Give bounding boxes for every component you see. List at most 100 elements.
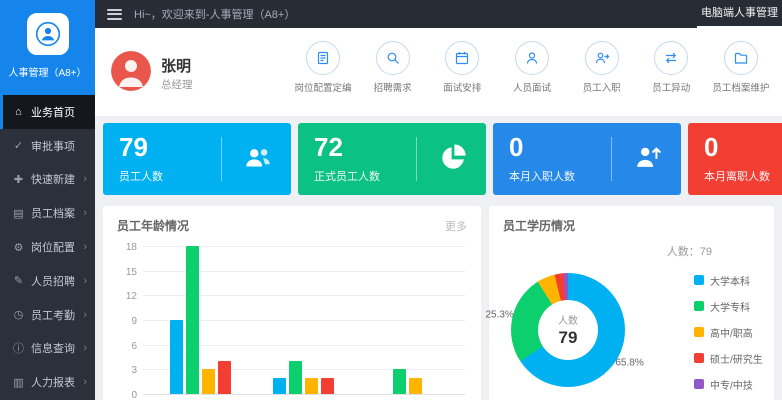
report-icon: ▥	[13, 376, 24, 389]
sidebar-item-attendance[interactable]: ◷ 员工考勤 ›	[0, 298, 95, 332]
action-position-staffing[interactable]: 岗位配置定编	[290, 41, 356, 94]
user-name: 张明	[161, 58, 192, 75]
age-panel-title: 员工年龄情况	[117, 219, 190, 233]
app-title: 人事管理（A8+）	[8, 68, 87, 79]
legend-item-master[interactable]: 硕士/研究生	[694, 345, 763, 371]
gear-icon: ⚙	[13, 241, 24, 254]
action-transfer[interactable]: 员工异动	[638, 41, 704, 94]
action-candidate-interview[interactable]: 人员面试	[499, 41, 565, 94]
chevron-right-icon: ›	[83, 173, 87, 186]
sidebar-item-approvals[interactable]: ✓ 审批事项	[0, 129, 95, 163]
bar-group	[273, 361, 335, 394]
action-onboarding[interactable]: 员工入职	[569, 41, 635, 94]
app-logo: 人事管理（A8+）	[0, 0, 95, 95]
menu-icon[interactable]	[107, 6, 122, 22]
legend-swatch	[694, 327, 704, 337]
bar-blue	[170, 320, 184, 394]
home-icon: ⌂	[15, 105, 22, 118]
approval-icon: ✓	[13, 140, 24, 153]
y-tick-label: 6	[131, 340, 137, 352]
clock-icon: ◷	[13, 309, 24, 322]
sidebar-menu: ⌂ 业务首页 ✓ 审批事项 ✚ 快速新建 › ▤ 员工档案 › ⚙ 岗位配置 ›…	[0, 95, 95, 399]
search-icon	[387, 52, 399, 64]
chevron-right-icon: ›	[83, 207, 87, 220]
people-icon	[243, 143, 273, 173]
donut-center-text: 人数 79	[558, 316, 578, 347]
age-gridlines	[143, 246, 465, 395]
y-tick-label: 15	[125, 266, 137, 278]
person-icon	[526, 52, 538, 64]
folder-icon	[734, 52, 748, 64]
main-content: 79 员工人数 72 正式员工人数	[95, 116, 782, 400]
chevron-right-icon: ›	[83, 376, 87, 389]
pc-hr-link[interactable]: 电脑端人事管理	[697, 0, 782, 28]
files-icon: ▤	[13, 207, 24, 220]
stats-row: 79 员工人数 72 正式员工人数	[95, 116, 782, 195]
legend-item-college[interactable]: 大学专科	[694, 293, 763, 319]
age-more-link[interactable]: 更多	[445, 220, 467, 233]
bar-red	[321, 378, 335, 394]
y-tick-label: 18	[125, 242, 137, 253]
sidebar-item-info-query[interactable]: ⓘ 信息查询 ›	[13, 342, 87, 356]
bar-group	[170, 246, 232, 394]
stat-card-total-employees[interactable]: 79 员工人数	[103, 123, 291, 195]
action-interview-schedule[interactable]: 面试安排	[429, 41, 495, 94]
y-tick-label: 3	[131, 365, 137, 377]
pie-icon	[438, 143, 468, 173]
chevron-right-icon: ›	[83, 342, 87, 355]
topbar: Hi~，欢迎来到-人事管理（A8+） 电脑端人事管理	[95, 0, 782, 28]
legend-swatch	[694, 301, 704, 311]
avatar[interactable]	[111, 51, 151, 91]
stat-card-month-resign[interactable]: 0 本月离职人数	[688, 123, 782, 195]
info-icon: ⓘ	[13, 343, 24, 356]
legend-swatch	[694, 275, 704, 285]
person-up-icon	[633, 143, 663, 173]
bar-green	[186, 246, 200, 394]
action-file-maintenance[interactable]: 员工档案维护	[708, 41, 774, 94]
bar-orange	[202, 369, 216, 394]
y-tick-label: 12	[125, 291, 137, 303]
stat-card-formal-employees[interactable]: 72 正式员工人数	[298, 123, 486, 195]
calendar-icon	[456, 52, 469, 65]
transfer-icon	[666, 52, 677, 64]
education-legend: 大学本科 大学专科 高中/职高 硕士/研究生	[694, 267, 763, 397]
sidebar-item-hr-reports[interactable]: ▥ 人力报表 ›	[0, 365, 95, 399]
education-total-count: 人数：79	[666, 246, 712, 258]
bar-group	[377, 369, 438, 394]
plus-icon: ✚	[13, 173, 24, 186]
bar-blue	[273, 378, 287, 394]
header: 张明 总经理 岗位配置定编 招聘需求 面试安排 人员面试 员工入职 员工异动	[95, 28, 782, 116]
legend-item-highschool[interactable]: 高中/职高	[694, 319, 763, 345]
age-bar-chart: 0 3 6 9 12 15 18	[103, 239, 481, 400]
person-enter-icon	[595, 52, 609, 64]
sidebar-item-quick-create[interactable]: ✚ 快速新建 ›	[0, 163, 95, 197]
education-panel-title: 员工学历情况	[503, 219, 576, 233]
legend-swatch	[694, 379, 704, 389]
sidebar-item-employee-files[interactable]: ▤ 员工档案 ›	[0, 196, 95, 230]
education-chart-body: 人数：79 人数 79 大学本科 大学专科	[485, 233, 774, 400]
legend-item-technical[interactable]: 中专/中技	[694, 371, 763, 397]
chevron-right-icon: ›	[83, 308, 87, 321]
user-role: 总经理	[161, 79, 193, 91]
bar-orange	[408, 378, 422, 394]
action-recruit-need[interactable]: 招聘需求	[360, 41, 426, 94]
chevron-right-icon: ›	[83, 274, 87, 287]
age-panel: 员工年龄情况 更多 0 3 6 9 12 15 18	[103, 206, 481, 400]
legend-item-bachelor[interactable]: 大学本科	[694, 267, 763, 293]
education-panel: 员工学历情况 人数：79 人数 79 大学本科	[485, 206, 774, 400]
sidebar: 人事管理（A8+） ⌂ 业务首页 ✓ 审批事项 ✚ 快速新建 › ▤ 员工档案 …	[0, 0, 95, 400]
pie-percent-label: 65.8%	[615, 357, 644, 369]
age-y-axis: 0 3 6 9 12 15 18	[109, 242, 137, 400]
bar-orange	[305, 378, 319, 394]
y-tick-label: 0	[131, 390, 137, 400]
sidebar-item-recruitment[interactable]: ✎ 人员招聘 ›	[0, 264, 95, 298]
sidebar-item-business-home[interactable]: ⌂ 业务首页	[0, 95, 95, 129]
app-logo-icon	[26, 13, 69, 55]
legend-swatch	[694, 353, 704, 363]
bar-red	[218, 361, 232, 394]
sidebar-item-position-config[interactable]: ⚙ 岗位配置 ›	[0, 230, 95, 264]
age-bar-plot	[143, 246, 465, 395]
quick-actions: 岗位配置定编 招聘需求 面试安排 人员面试 员工入职 员工异动 员工档案维护	[290, 41, 774, 94]
chevron-right-icon: ›	[83, 241, 87, 254]
stat-card-month-onboard[interactable]: 0 本月入职人数	[493, 123, 681, 195]
